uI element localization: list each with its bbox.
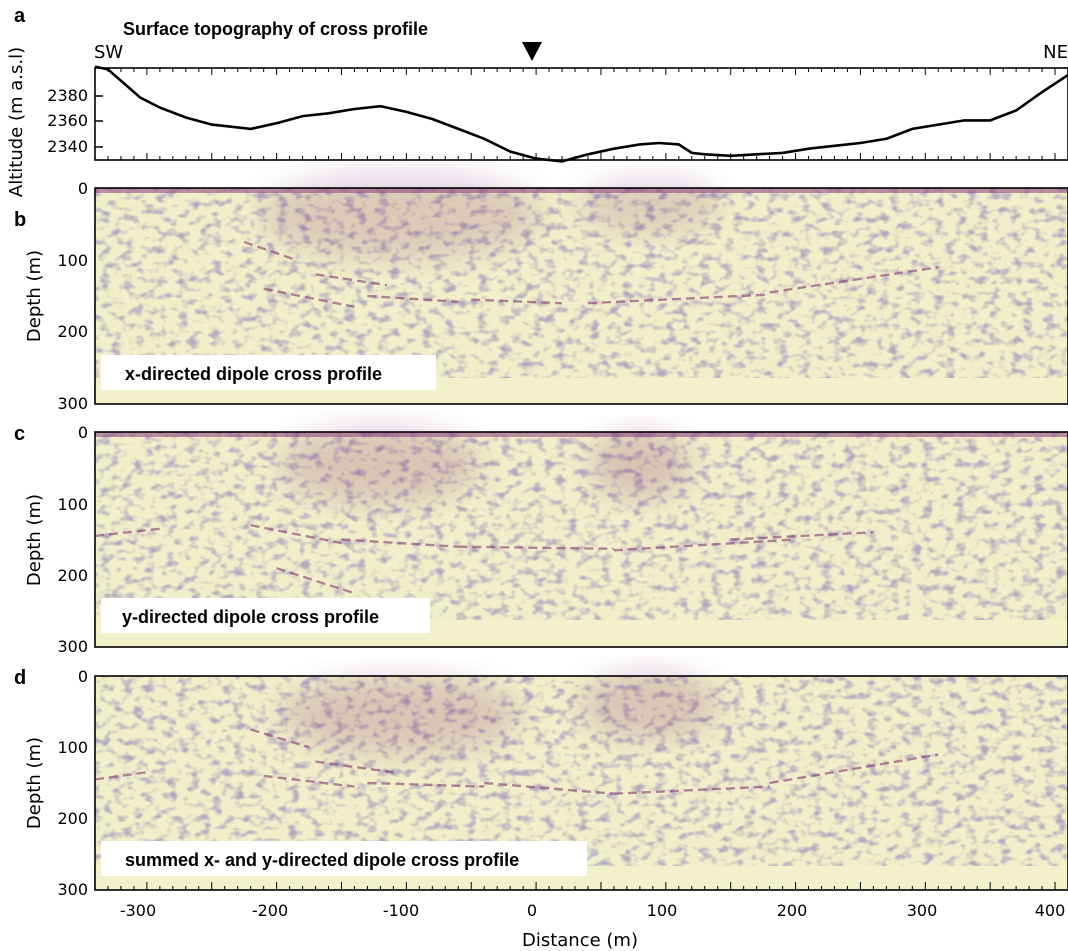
svg-text:200: 200 — [57, 566, 88, 585]
reflector-line — [243, 240, 297, 262]
sw-label: SW — [94, 42, 123, 63]
xtick-label: -300 — [120, 901, 156, 920]
reflector-line — [94, 527, 161, 538]
reflector-line — [367, 294, 459, 303]
reflector-line — [250, 728, 310, 749]
svg-text:100: 100 — [57, 738, 88, 757]
profile-intersection-marker — [522, 42, 542, 61]
ne-label: NE — [1043, 42, 1068, 63]
reflector-line — [458, 545, 614, 550]
xtick-label: 0 — [527, 901, 537, 920]
svg-text:300: 300 — [57, 637, 88, 656]
section-y-label: y-directed dipole cross profile — [122, 607, 379, 627]
svg-text:200: 200 — [57, 322, 88, 341]
svg-text:0: 0 — [78, 179, 88, 198]
reflector-line — [315, 273, 388, 287]
svg-text:300: 300 — [57, 880, 88, 899]
xtick-label: 400 — [1035, 901, 1066, 920]
reflector-line — [263, 774, 355, 788]
reflector-line — [587, 293, 770, 305]
section-summed-label: summed x- and y-directed dipole cross pr… — [125, 850, 519, 870]
topo-ytick-2360: 2360 — [47, 111, 88, 130]
panel-c-label: c — [14, 423, 25, 445]
xtick-label: -100 — [383, 901, 419, 920]
svg-text:100: 100 — [57, 495, 88, 514]
topo-plot-frame — [94, 67, 1068, 161]
section-c-ylabel: Depth (m) — [24, 494, 45, 586]
section-summed-label-box — [101, 841, 587, 876]
x-axis-label: Distance (m) — [522, 930, 638, 951]
topo-ytick-2340: 2340 — [47, 137, 88, 156]
section-b-ylabel: Depth (m) — [24, 250, 45, 342]
xtick-label: 100 — [647, 901, 678, 920]
svg-text:300: 300 — [57, 394, 88, 413]
reflector-line — [94, 771, 148, 781]
topo-x-ticks — [94, 68, 1068, 160]
svg-text:0: 0 — [78, 667, 88, 686]
svg-text:200: 200 — [57, 809, 88, 828]
topo-ylabel: Altitude (m a.s.l) — [6, 47, 27, 197]
xtick-label: -200 — [252, 901, 288, 920]
x-axis-tick-labels: -300 -200 -100 0 100 200 300 400 — [120, 901, 1065, 920]
topo-ytick-2380: 2380 — [47, 86, 88, 105]
xtick-label: 200 — [777, 901, 808, 920]
reflector-line — [341, 538, 459, 548]
reflector-line — [769, 753, 939, 785]
reflector-line — [471, 298, 563, 305]
reflector-line — [613, 538, 796, 552]
topo-series-line — [94, 65, 1068, 163]
section-x-label-box — [101, 355, 436, 390]
x-axis-ticks — [94, 882, 1068, 890]
panel-b-label: b — [14, 209, 26, 231]
svg-text:100: 100 — [57, 251, 88, 270]
reflector-line — [263, 287, 355, 308]
section-d-yticks: 0 100 200 300 — [57, 667, 88, 899]
panel-d-label: d — [14, 667, 26, 689]
xtick-label: 300 — [907, 901, 938, 920]
section-b-yticks: 0 100 200 300 — [57, 179, 88, 413]
section-c-yticks: 0 100 200 300 — [57, 423, 88, 656]
reflector-line — [769, 266, 939, 294]
reflector-line — [250, 524, 342, 545]
section-d-ylabel: Depth (m) — [24, 737, 45, 829]
section-x-label: x-directed dipole cross profile — [125, 364, 382, 384]
reflector-line — [367, 781, 485, 788]
reflector-line — [484, 781, 614, 795]
reflector-line — [730, 531, 874, 541]
section-y-label-box — [101, 598, 430, 633]
topo-title: Surface topography of cross profile — [123, 19, 428, 39]
svg-text:0: 0 — [78, 423, 88, 442]
panel-a-label: a — [14, 5, 26, 27]
reflector-line — [613, 785, 770, 795]
